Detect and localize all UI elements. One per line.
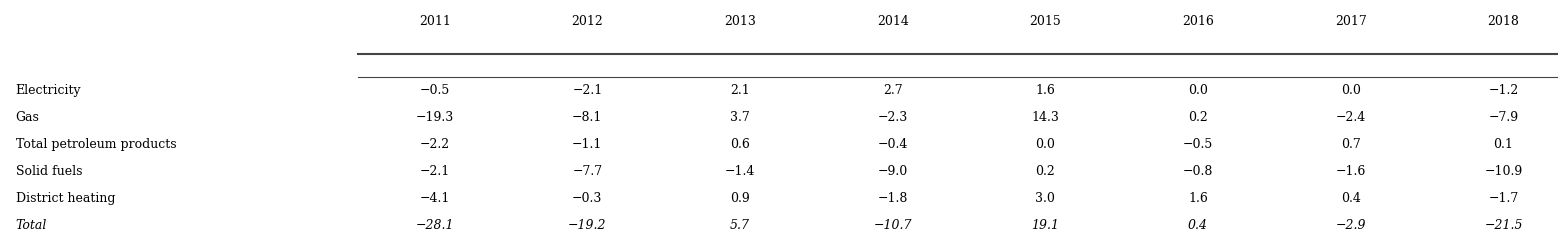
Text: −2.1: −2.1 (419, 165, 450, 178)
Text: 0.0: 0.0 (1341, 84, 1360, 97)
Text: −7.7: −7.7 (572, 165, 603, 178)
Text: 0.0: 0.0 (1189, 84, 1207, 97)
Text: 2017: 2017 (1335, 15, 1366, 28)
Text: 0.1: 0.1 (1494, 138, 1513, 151)
Text: 0.6: 0.6 (731, 138, 749, 151)
Text: 2012: 2012 (572, 15, 603, 28)
Text: −21.5: −21.5 (1485, 219, 1522, 232)
Text: 0.4: 0.4 (1189, 219, 1207, 232)
Text: −1.2: −1.2 (1488, 84, 1519, 97)
Text: 2.7: 2.7 (883, 84, 902, 97)
Text: Gas: Gas (16, 111, 39, 124)
Text: −2.2: −2.2 (419, 138, 450, 151)
Text: Solid fuels: Solid fuels (16, 165, 83, 178)
Text: 2014: 2014 (877, 15, 908, 28)
Text: −2.9: −2.9 (1335, 219, 1366, 232)
Text: 1.6: 1.6 (1189, 192, 1207, 205)
Text: −19.2: −19.2 (569, 219, 606, 232)
Text: −2.1: −2.1 (572, 84, 603, 97)
Text: −0.5: −0.5 (1183, 138, 1214, 151)
Text: Total: Total (16, 219, 47, 232)
Text: 0.7: 0.7 (1341, 138, 1360, 151)
Text: 3.0: 3.0 (1036, 192, 1055, 205)
Text: −1.4: −1.4 (724, 165, 756, 178)
Text: −28.1: −28.1 (416, 219, 453, 232)
Text: 2.1: 2.1 (731, 84, 749, 97)
Text: 2011: 2011 (419, 15, 450, 28)
Text: 0.2: 0.2 (1036, 165, 1055, 178)
Text: −7.9: −7.9 (1488, 111, 1519, 124)
Text: 3.7: 3.7 (731, 111, 749, 124)
Text: −0.3: −0.3 (572, 192, 603, 205)
Text: 0.2: 0.2 (1189, 111, 1207, 124)
Text: 0.0: 0.0 (1036, 138, 1055, 151)
Text: −10.7: −10.7 (874, 219, 911, 232)
Text: −0.8: −0.8 (1183, 165, 1214, 178)
Text: −10.9: −10.9 (1485, 165, 1522, 178)
Text: −1.6: −1.6 (1335, 165, 1366, 178)
Text: −0.5: −0.5 (419, 84, 450, 97)
Text: −8.1: −8.1 (572, 111, 603, 124)
Text: District heating: District heating (16, 192, 115, 205)
Text: 14.3: 14.3 (1031, 111, 1059, 124)
Text: 0.9: 0.9 (731, 192, 749, 205)
Text: Total petroleum products: Total petroleum products (16, 138, 176, 151)
Text: −9.0: −9.0 (877, 165, 908, 178)
Text: Electricity: Electricity (16, 84, 81, 97)
Text: −4.1: −4.1 (419, 192, 450, 205)
Text: −1.8: −1.8 (877, 192, 908, 205)
Text: −1.1: −1.1 (572, 138, 603, 151)
Text: −2.3: −2.3 (877, 111, 908, 124)
Text: 19.1: 19.1 (1031, 219, 1059, 232)
Text: 2013: 2013 (724, 15, 756, 28)
Text: 2016: 2016 (1183, 15, 1214, 28)
Text: 2015: 2015 (1030, 15, 1061, 28)
Text: −0.4: −0.4 (877, 138, 908, 151)
Text: −2.4: −2.4 (1335, 111, 1366, 124)
Text: 5.7: 5.7 (731, 219, 749, 232)
Text: −19.3: −19.3 (416, 111, 453, 124)
Text: 0.4: 0.4 (1341, 192, 1360, 205)
Text: 1.6: 1.6 (1036, 84, 1055, 97)
Text: −1.7: −1.7 (1488, 192, 1519, 205)
Text: 2018: 2018 (1488, 15, 1519, 28)
